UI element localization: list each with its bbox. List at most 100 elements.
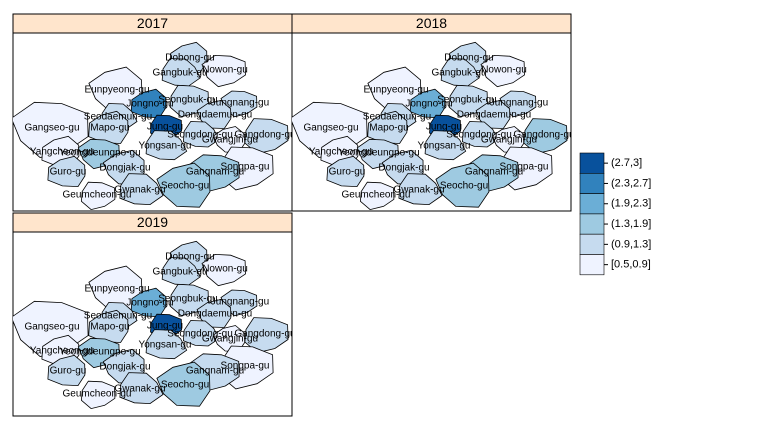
district bbox=[244, 317, 289, 354]
district-label: Seongbuk-gu bbox=[437, 95, 497, 106]
district bbox=[398, 173, 443, 206]
legend-label: (0.9,1.3] bbox=[611, 238, 651, 250]
district-label: Yeongdeungpo-gu bbox=[59, 148, 140, 159]
district-label: Mapo-gu bbox=[90, 322, 129, 333]
district-label: Gangnam-gu bbox=[465, 167, 523, 178]
district-label: Nowon-gu bbox=[481, 65, 527, 76]
district-label: Jongno-gu bbox=[126, 99, 173, 110]
district-label: Gwanak-gu bbox=[393, 185, 444, 196]
district bbox=[88, 309, 129, 343]
district bbox=[182, 320, 220, 347]
district-label: Seocho-gu bbox=[161, 181, 209, 192]
district-label: Songpa-gu bbox=[221, 361, 270, 372]
district-label: Dobong-gu bbox=[165, 53, 214, 64]
district-label: Guro-gu bbox=[329, 167, 366, 178]
district-label: Yangcheon-gu bbox=[309, 147, 373, 158]
district-label: Gangnam-gu bbox=[186, 366, 244, 377]
district bbox=[448, 84, 488, 118]
district-label: Nowon-gu bbox=[202, 65, 248, 76]
district-label: Jung-gu bbox=[426, 122, 462, 133]
district-label: Nowon-gu bbox=[202, 264, 248, 275]
district bbox=[461, 121, 499, 148]
district-label: Songpa-gu bbox=[221, 162, 270, 173]
district-label: Yongsan-gu bbox=[417, 141, 470, 152]
district-label: Gangseo-gu bbox=[303, 123, 358, 134]
map-panel: 2019 Dobong-guNowon-guGangbuk-guEunpyeong… bbox=[12, 212, 293, 417]
district-label: Yongsan-gu bbox=[138, 340, 191, 351]
district bbox=[409, 88, 446, 119]
district-label: Jongno-gu bbox=[126, 298, 173, 309]
district-label: Dobong-gu bbox=[444, 53, 493, 64]
district-label: Jung-gu bbox=[147, 122, 183, 133]
district bbox=[119, 372, 164, 405]
district-label: Jungnang-gu bbox=[490, 98, 548, 109]
panel-title: 2017 bbox=[137, 15, 168, 31]
district bbox=[367, 110, 408, 144]
district-label: Seongdong-gu bbox=[167, 329, 233, 340]
district bbox=[80, 380, 116, 410]
district-label: Seongdong-gu bbox=[446, 130, 512, 141]
district bbox=[244, 118, 289, 155]
district-label: Gwangjin-gu bbox=[202, 334, 258, 345]
district bbox=[424, 130, 467, 161]
district-label: Seongbuk-gu bbox=[158, 95, 218, 106]
district bbox=[435, 162, 490, 208]
district-label: Geumcheon-gu bbox=[63, 389, 132, 400]
district-label: Gangseo-gu bbox=[24, 322, 79, 333]
district-label: Dongjak-gu bbox=[99, 362, 150, 373]
district-label: Eunpyeong-gu bbox=[84, 85, 149, 96]
district-label: Gangnam-gu bbox=[186, 167, 244, 178]
district-label: Seodaemun-gu bbox=[84, 112, 152, 123]
district-label: Dongdaemun-gu bbox=[178, 309, 253, 320]
legend-swatch bbox=[579, 173, 605, 194]
panel-title: 2019 bbox=[137, 214, 168, 230]
district-label: Geumcheon-gu bbox=[342, 190, 411, 201]
legend-label: (2.7,3] bbox=[611, 157, 642, 169]
legend-swatch bbox=[579, 152, 605, 174]
district-label: Songpa-gu bbox=[500, 162, 549, 173]
legend-label: (2.3,2.7] bbox=[611, 177, 651, 189]
district-label: Gangbuk-gu bbox=[431, 68, 486, 79]
legend: (2.7,3] (2.3,2.7] (1.9,2.3] (1.3,1.9] (0.9,1… bbox=[579, 152, 651, 276]
district bbox=[130, 88, 167, 119]
district bbox=[130, 287, 167, 318]
district-label: Yeongdeungpo-gu bbox=[59, 347, 140, 358]
district-label: Dongdaemun-gu bbox=[457, 110, 532, 121]
district-label: Jongno-gu bbox=[405, 99, 452, 110]
district bbox=[156, 361, 211, 407]
map-panel: 2017 Dobong-guNowon-guGangbuk-guEunpyeong… bbox=[12, 13, 295, 212]
district-label: Yeongdeungpo-gu bbox=[338, 148, 419, 159]
district-label: Seodaemun-gu bbox=[363, 112, 431, 123]
legend-swatch bbox=[579, 213, 605, 235]
district bbox=[145, 329, 188, 360]
district-label: Seodaemun-gu bbox=[84, 311, 152, 322]
legend-label: (1.9,2.3] bbox=[611, 198, 651, 210]
district bbox=[145, 130, 188, 161]
district bbox=[80, 181, 116, 211]
district bbox=[156, 162, 211, 208]
district bbox=[47, 155, 86, 188]
district-label: Mapo-gu bbox=[90, 123, 129, 134]
district-label: Yongsan-gu bbox=[138, 141, 191, 152]
district bbox=[201, 54, 246, 88]
district-label: Yangcheon-gu bbox=[30, 346, 94, 357]
district bbox=[196, 298, 232, 328]
district-label: Jung-gu bbox=[147, 321, 183, 332]
district-label: Dongjak-gu bbox=[99, 163, 150, 174]
district-label: Eunpyeong-gu bbox=[363, 85, 428, 96]
district bbox=[523, 118, 568, 155]
district-label: Dongjak-gu bbox=[378, 163, 429, 174]
district-label: Gangdong-gu bbox=[234, 130, 295, 141]
district bbox=[196, 99, 232, 129]
district bbox=[201, 253, 246, 287]
district-label: Dobong-gu bbox=[165, 252, 214, 263]
legend-swatch bbox=[579, 254, 605, 276]
district-label: Gwangjin-gu bbox=[202, 135, 258, 146]
district bbox=[326, 155, 365, 188]
district bbox=[169, 84, 209, 118]
district-label: Dongdaemun-gu bbox=[178, 110, 253, 121]
district-label: Gwangjin-gu bbox=[481, 135, 537, 146]
